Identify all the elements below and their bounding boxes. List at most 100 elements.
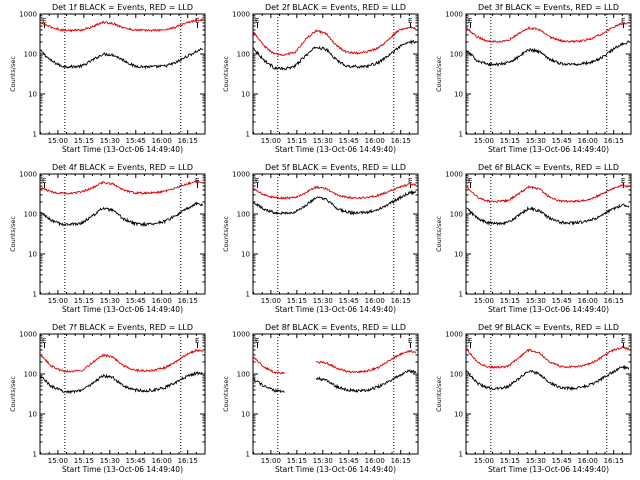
marker-e-label: E — [195, 337, 199, 345]
x-tick-label: 15:45 — [126, 137, 146, 145]
marker-e-label: E — [195, 17, 199, 25]
x-tick-label: 16:00 — [578, 137, 598, 145]
marker-e-label: E — [408, 177, 412, 185]
lld-series-line — [466, 22, 630, 44]
marker-e-label: E — [468, 337, 472, 345]
y-tick-label: 1 — [459, 291, 463, 299]
marker-e-label: E — [621, 177, 625, 185]
plot-frame — [465, 173, 632, 295]
x-tick-label: 15:00 — [261, 297, 281, 305]
x-tick-label: 15:30 — [100, 457, 120, 465]
marker-e-label: E — [42, 177, 46, 185]
y-tick-label: 1 — [459, 131, 463, 139]
y-axis-label: Counts/sec — [435, 56, 443, 92]
y-tick-label: 1 — [459, 451, 463, 459]
marker-e-label: E — [255, 17, 259, 25]
x-tick-label: 15:00 — [474, 457, 494, 465]
y-tick-label: 1000 — [19, 11, 37, 19]
marker-e-label: E — [621, 337, 625, 345]
y-tick-label: 100 — [450, 51, 463, 59]
x-tick-label: 15:30 — [313, 457, 333, 465]
x-tick-label: 16:15 — [391, 297, 411, 305]
x-tick-label: 16:15 — [178, 137, 198, 145]
panel-title: Det 2f BLACK = Events, RED = LLD — [265, 3, 406, 12]
x-tick-label: 15:45 — [339, 457, 359, 465]
x-axis-label: Start Time (13-Oct-06 14:49:40) — [62, 145, 183, 154]
panel-det-5: Det 5f BLACK = Events, RED = LLD 1 10 100 10… — [222, 163, 419, 314]
panel-title: Det 1f BLACK = Events, RED = LLD — [52, 3, 193, 12]
x-tick-label: 15:15 — [74, 457, 94, 465]
x-tick-label: 15:15 — [287, 457, 307, 465]
plot-frame — [465, 13, 632, 135]
plot-frame — [252, 13, 419, 135]
panel-det-4: Det 4f BLACK = Events, RED = LLD 1 10 100 10… — [9, 163, 206, 314]
x-tick-label: 15:30 — [526, 297, 546, 305]
x-tick-label: 16:15 — [604, 297, 624, 305]
x-axis-label: Start Time (13-Oct-06 14:49:40) — [488, 145, 609, 154]
x-tick-label: 16:15 — [178, 297, 198, 305]
x-tick-label: 15:15 — [500, 457, 520, 465]
events-series-line — [253, 39, 417, 71]
plot-frame — [39, 333, 206, 455]
plot-frame — [252, 333, 419, 455]
x-tick-label: 16:15 — [604, 137, 624, 145]
x-tick-label: 15:15 — [500, 137, 520, 145]
y-tick-label: 1000 — [232, 331, 250, 339]
y-tick-label: 1000 — [445, 11, 463, 19]
panel-title: Det 5f BLACK = Events, RED = LLD — [265, 163, 406, 172]
x-tick-label: 16:00 — [152, 137, 172, 145]
x-tick-label: 16:15 — [604, 457, 624, 465]
x-tick-label: 16:00 — [365, 457, 385, 465]
marker-e-label: E — [255, 337, 259, 345]
y-tick-label: 1000 — [19, 331, 37, 339]
panel-title: Det 7f BLACK = Events, RED = LLD — [52, 323, 193, 332]
events-series-line — [466, 40, 630, 68]
plot-frame — [39, 13, 206, 135]
y-tick-label: 1 — [33, 451, 37, 459]
panel-det-7: Det 7f BLACK = Events, RED = LLD 1 10 100 10… — [9, 323, 206, 474]
y-tick-label: 100 — [237, 211, 250, 219]
x-tick-label: 15:30 — [526, 457, 546, 465]
y-tick-label: 1000 — [445, 171, 463, 179]
y-tick-label: 10 — [454, 91, 463, 99]
x-tick-label: 15:00 — [48, 457, 68, 465]
panel-det-9: Det 9f BLACK = Events, RED = LLD 1 10 100 10… — [435, 323, 632, 474]
y-axis-label: Counts/sec — [222, 216, 230, 252]
events-series-line — [40, 370, 204, 395]
panel-det-1: Det 1f BLACK = Events, RED = LLD 1 10 100 10… — [9, 3, 206, 154]
y-tick-label: 1000 — [445, 331, 463, 339]
y-axis-label: Counts/sec — [9, 216, 17, 252]
panel-title: Det 4f BLACK = Events, RED = LLD — [52, 163, 193, 172]
marker-e-label: E — [408, 17, 412, 25]
x-tick-label: 16:00 — [578, 297, 598, 305]
x-tick-label: 15:00 — [48, 137, 68, 145]
events-series-line — [253, 189, 417, 216]
x-axis-label: Start Time (13-Oct-06 14:49:40) — [275, 305, 396, 314]
y-tick-label: 1 — [246, 451, 250, 459]
lld-series-line — [466, 345, 630, 370]
x-tick-label: 15:45 — [126, 457, 146, 465]
x-tick-label: 15:45 — [339, 297, 359, 305]
lld-series-line — [253, 25, 417, 57]
y-axis-label: Counts/sec — [435, 376, 443, 412]
lld-series-line — [466, 183, 630, 204]
events-series-line — [40, 47, 204, 70]
y-tick-label: 100 — [450, 371, 463, 379]
x-tick-label: 15:30 — [100, 137, 120, 145]
x-tick-label: 16:00 — [365, 137, 385, 145]
panel-title: Det 6f BLACK = Events, RED = LLD — [478, 163, 619, 172]
panel-det-6: Det 6f BLACK = Events, RED = LLD 1 10 100 10… — [435, 163, 632, 314]
x-tick-label: 15:15 — [74, 297, 94, 305]
marker-e-label: E — [408, 337, 412, 345]
marker-e-label: E — [468, 177, 472, 185]
y-tick-label: 10 — [454, 251, 463, 259]
y-tick-label: 10 — [241, 91, 250, 99]
x-tick-label: 15:30 — [313, 297, 333, 305]
panel-title: Det 8f BLACK = Events, RED = LLD — [265, 323, 406, 332]
x-tick-label: 15:15 — [500, 297, 520, 305]
x-tick-label: 15:15 — [74, 137, 94, 145]
panel-det-3: Det 3f BLACK = Events, RED = LLD 1 10 100 10… — [435, 3, 632, 154]
lld-series-line — [253, 182, 417, 200]
y-axis-label: Counts/sec — [222, 56, 230, 92]
